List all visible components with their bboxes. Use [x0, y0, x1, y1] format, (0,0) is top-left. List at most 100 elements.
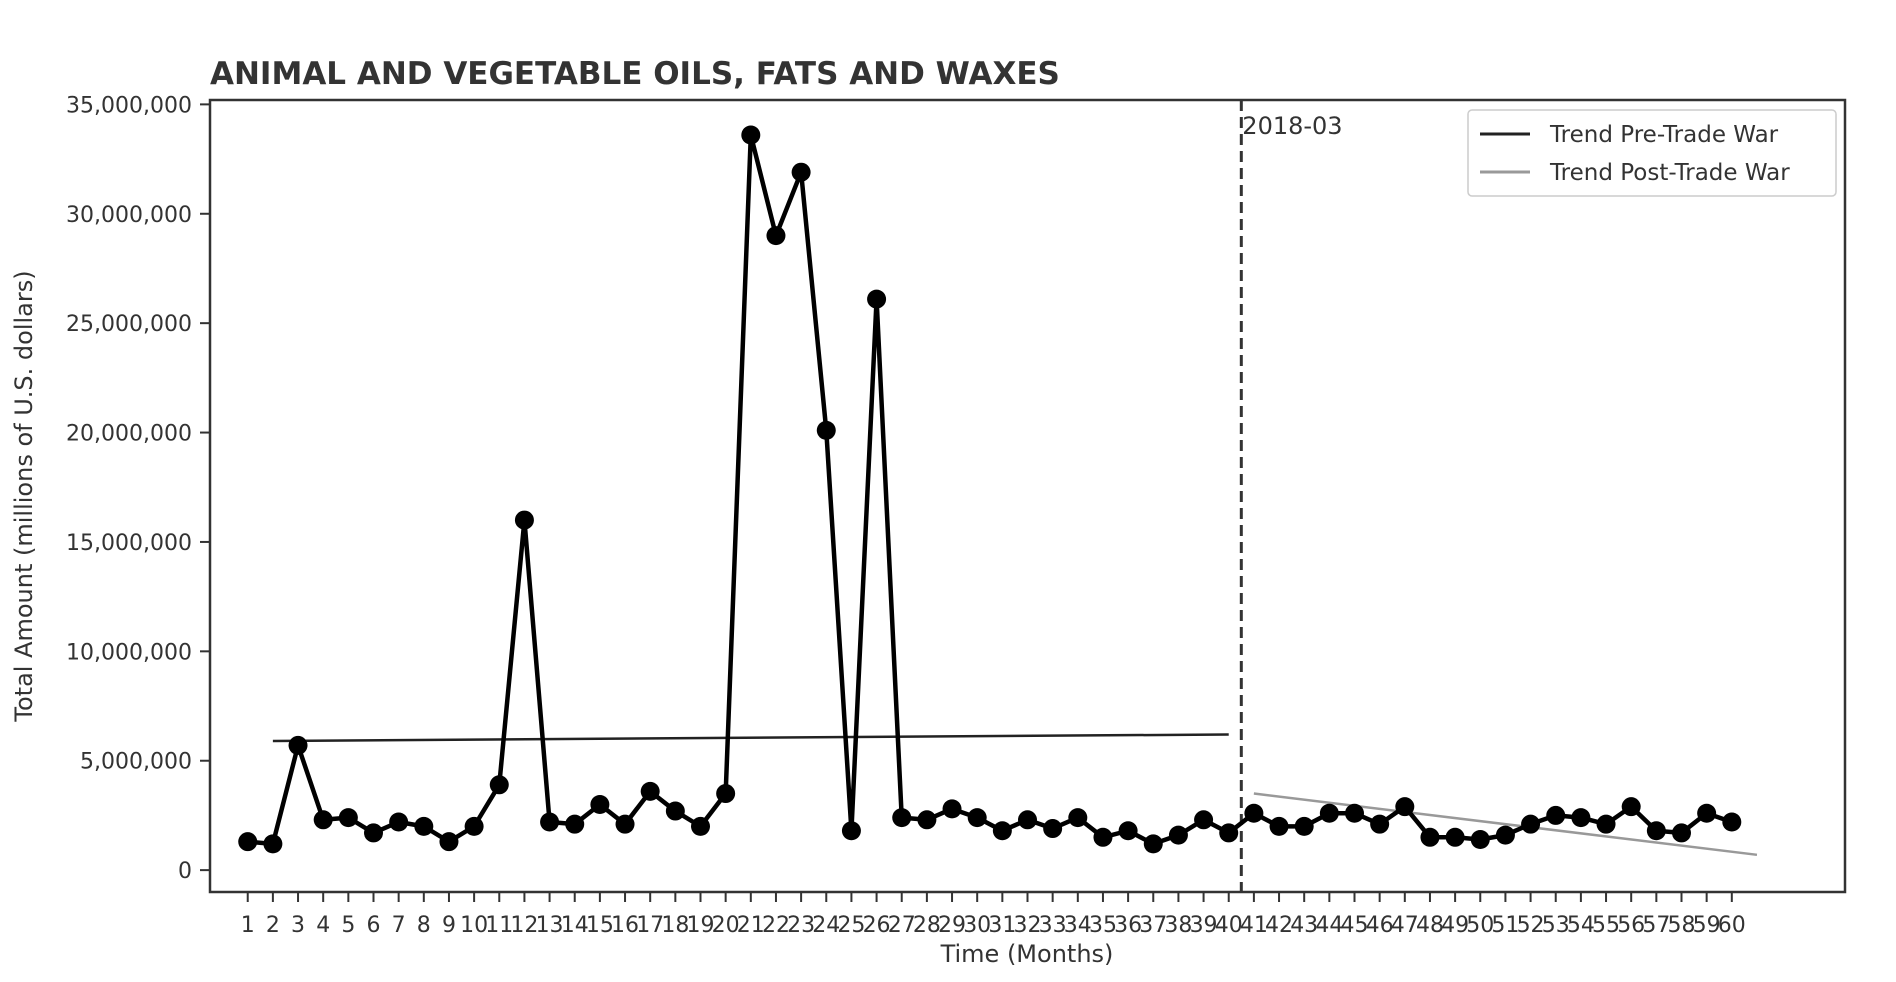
data-point [1068, 808, 1088, 828]
x-tick-label: 38 [1164, 913, 1192, 938]
x-tick-label: 52 [1517, 913, 1545, 938]
legend-label: Trend Post-Trade War [1549, 160, 1790, 186]
y-tick-label: 30,000,000 [66, 203, 192, 228]
x-tick-label: 3 [291, 913, 305, 938]
x-tick-label: 28 [913, 913, 941, 938]
x-tick-label: 56 [1617, 913, 1645, 938]
trend-line [1253, 792, 1758, 857]
y-tick-label: 20,000,000 [66, 422, 192, 447]
data-point [540, 812, 560, 832]
chart-title: ANIMAL AND VEGETABLE OILS, FATS AND WAXE… [210, 56, 1060, 92]
x-tick-label: 20 [712, 913, 740, 938]
data-point [238, 832, 258, 852]
data-point [1672, 823, 1691, 843]
x-tick-label: 12 [510, 913, 538, 938]
y-tick-label: 5,000,000 [80, 750, 192, 775]
x-tick-label: 49 [1441, 913, 1469, 938]
data-point [364, 823, 383, 843]
x-tick-label: 39 [1190, 913, 1218, 938]
x-tick-label: 22 [762, 913, 790, 938]
x-tick-label: 15 [586, 913, 614, 938]
x-axis: 1 2 3 4 5 6 7 8 9 1011121314151617181920212223242… [241, 892, 1746, 938]
x-tick-label: 11 [485, 913, 513, 938]
x-tick-label: 34 [1064, 913, 1092, 938]
event-label: 2018-03 [1242, 112, 1342, 140]
data-point [1319, 803, 1339, 823]
data-point [716, 784, 736, 804]
data-point [967, 808, 987, 828]
data-point [1370, 814, 1390, 834]
data-point [1722, 812, 1742, 832]
data-point [1521, 814, 1541, 834]
x-tick-label: 43 [1290, 913, 1318, 938]
data-point [766, 226, 786, 246]
data-point [665, 801, 685, 821]
y-tick-label: 10,000,000 [66, 640, 192, 665]
data-point [816, 420, 836, 440]
x-tick-label: 16 [611, 913, 639, 938]
data-point [313, 810, 333, 830]
x-tick-label: 30 [963, 913, 991, 938]
x-tick-label: 55 [1592, 913, 1620, 938]
x-tick-label: 2 [266, 913, 280, 938]
x-tick-label: 51 [1491, 913, 1519, 938]
x-tick-label: 24 [812, 913, 840, 938]
trend-line [272, 733, 1229, 743]
data-point [338, 808, 358, 828]
data-point [1093, 827, 1113, 847]
data-point [841, 821, 861, 841]
x-tick-label: 36 [1114, 913, 1142, 938]
x-tick-label: 8 [417, 913, 431, 938]
data-point [1143, 834, 1163, 854]
data-point [942, 799, 962, 819]
series-line [247, 132, 1733, 847]
x-tick-label: 47 [1391, 913, 1419, 938]
data-point [1420, 827, 1440, 847]
y-axis-title: Total Amount (millions of U.S. dollars) [10, 270, 38, 722]
x-tick-label: 6 [367, 913, 381, 938]
x-tick-label: 13 [536, 913, 564, 938]
y-tick-label: 35,000,000 [66, 93, 192, 118]
x-tick-label: 42 [1265, 913, 1293, 938]
x-tick-label: 33 [1039, 913, 1067, 938]
data-point [1571, 808, 1591, 828]
y-tick-label: 15,000,000 [66, 531, 192, 556]
data-point [1194, 810, 1214, 830]
data-point [1118, 821, 1138, 841]
x-tick-label: 35 [1089, 913, 1117, 938]
x-tick-label: 45 [1341, 913, 1369, 938]
data-point [691, 816, 710, 836]
data-point [1345, 803, 1364, 823]
trend-lines [272, 733, 1758, 857]
data-point [414, 816, 434, 836]
x-tick-label: 4 [316, 913, 330, 938]
data-point [514, 510, 534, 530]
data-point [917, 810, 937, 830]
x-tick-label: 27 [888, 913, 916, 938]
data-point [1470, 829, 1490, 849]
legend-label: Trend Pre-Trade War [1549, 122, 1779, 148]
data-point [1697, 803, 1717, 823]
x-tick-label: 25 [837, 913, 865, 938]
x-tick-label: 44 [1315, 913, 1343, 938]
data-point [640, 781, 660, 801]
data-series [238, 125, 1742, 854]
data-point [464, 816, 484, 836]
data-point [489, 775, 509, 795]
x-tick-label: 9 [442, 913, 456, 938]
x-tick-label: 53 [1542, 913, 1570, 938]
x-tick-label: 59 [1693, 913, 1721, 938]
x-tick-label: 32 [1014, 913, 1042, 938]
x-tick-label: 46 [1366, 913, 1394, 938]
x-axis-title: Time (Months) [940, 940, 1114, 968]
x-tick-label: 14 [561, 913, 589, 938]
x-tick-label: 31 [988, 913, 1016, 938]
data-point [1244, 803, 1264, 823]
data-point [1546, 805, 1566, 825]
data-point [1395, 797, 1415, 817]
legend-box [1467, 109, 1837, 197]
x-tick-label: 21 [737, 913, 765, 938]
x-tick-label: 57 [1642, 913, 1670, 938]
data-point [263, 834, 283, 854]
x-tick-label: 7 [392, 913, 406, 938]
